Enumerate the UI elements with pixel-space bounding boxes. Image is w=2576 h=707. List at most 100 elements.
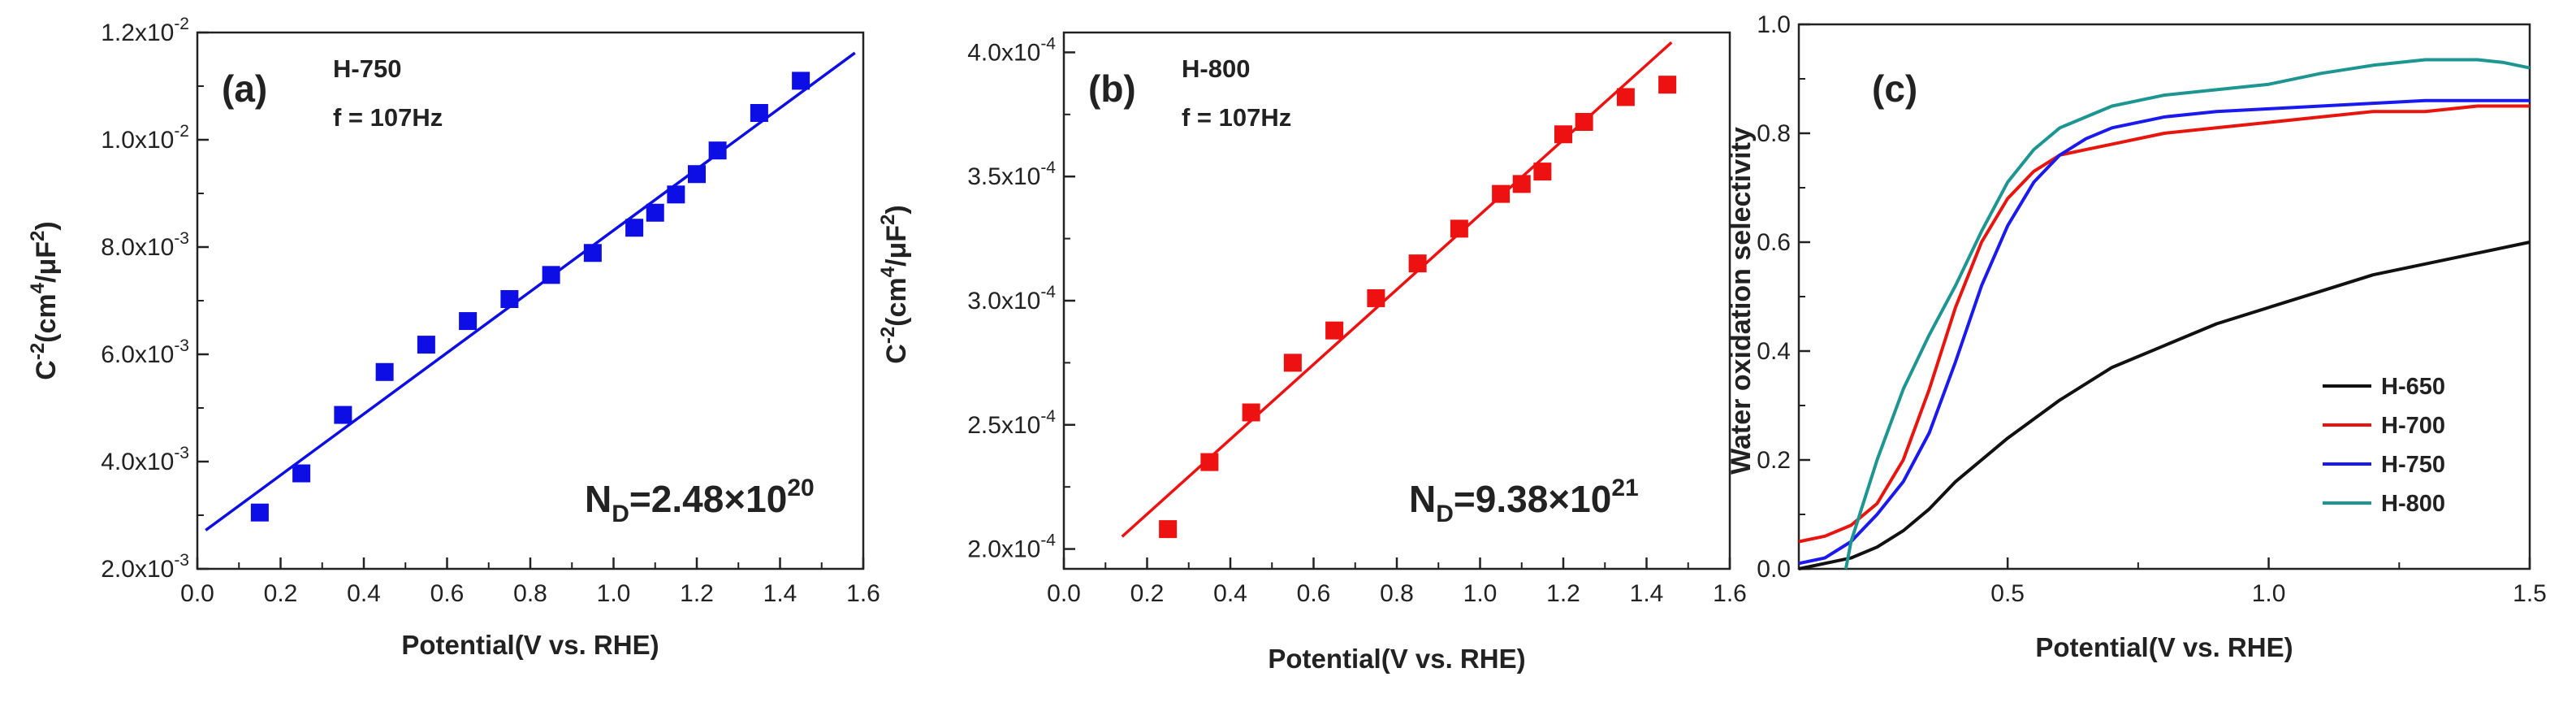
- y-axis-label: C-2(cm4/μF2): [877, 205, 912, 363]
- x-tick-label-text: 1.0: [2252, 580, 2286, 607]
- x-tick-label-text: 1.0: [597, 580, 631, 607]
- x-tick-label: 0.2: [264, 580, 298, 607]
- data-point: [667, 185, 685, 204]
- legend-entry: H-700: [2381, 413, 2445, 439]
- data-point: [1533, 163, 1552, 181]
- data-point: [417, 336, 435, 354]
- data-point: [708, 141, 727, 160]
- x-tick-label: 1.6: [846, 580, 880, 607]
- y-tick-label-text: 0.0: [1757, 556, 1791, 583]
- panel-label: (a): [222, 67, 267, 110]
- y-axis-label-text: Water oxidation selectivity: [1726, 127, 1757, 475]
- data-point: [542, 266, 560, 284]
- data-point: [1200, 453, 1219, 471]
- y-tick-label-text: 0.6: [1757, 229, 1791, 256]
- x-tick-label: 0.2: [1130, 580, 1165, 607]
- y-tick-exponent: -3: [174, 229, 189, 248]
- sample-label-text: H-800: [1182, 54, 1250, 83]
- data-point: [334, 406, 352, 424]
- x-tick-label: 0.4: [347, 580, 381, 607]
- y-tick-label: 4.0x10-3: [101, 444, 189, 475]
- y-tick-label: 3.5x10-4: [967, 158, 1056, 190]
- y-tick-label: 3.0x10-4: [967, 283, 1056, 314]
- y-tick-label: 2.0x10-4: [967, 531, 1056, 563]
- panel-b: 0.0 0.2 0.4 0.6 0.8 1.0 1.2 1.4 1.62.0x10-42.5x1…: [877, 31, 1747, 674]
- legend-entry-text: H-800: [2381, 491, 2445, 517]
- panel-label-text: (c): [1872, 67, 1917, 110]
- legend-entry: H-800: [2381, 491, 2445, 517]
- y-tick-label: 0.2: [1757, 447, 1791, 474]
- y-label-base: C: [881, 344, 912, 364]
- x-tick-label-text: 0.4: [347, 580, 381, 607]
- y-label-unit-exp1: 4: [877, 266, 899, 277]
- y-label-unit-close: ): [31, 221, 62, 230]
- y-label-unit-exp2: 2: [27, 231, 49, 241]
- x-axis-label: Potential(V vs. RHE): [1268, 644, 1525, 674]
- y-label-unit-open: (cm: [31, 293, 62, 342]
- x-axis-label-text: Potential(V vs. RHE): [2035, 632, 2293, 662]
- y-tick-label-text: 0.4: [1757, 338, 1791, 365]
- sample-label: H-750: [333, 54, 401, 83]
- x-tick-label-text: 0.4: [1213, 580, 1247, 607]
- y-label-base: C: [31, 360, 62, 380]
- y-tick-exponent: -3: [174, 551, 189, 570]
- y-tick-label-text: 1.0: [1757, 11, 1791, 38]
- data-point: [583, 244, 602, 262]
- y-label-unit-exp2: 2: [877, 215, 899, 225]
- y-tick-label: 1.0x10-2: [101, 122, 189, 154]
- x-tick-label-text: 1.4: [1630, 580, 1664, 607]
- nd-subscript: D: [1436, 501, 1454, 527]
- x-tick-label: 1.0: [1463, 580, 1498, 607]
- data-point: [688, 165, 706, 184]
- x-tick-label-text: 1.2: [680, 580, 714, 607]
- x-tick-label-text: 0.6: [430, 580, 465, 607]
- x-tick-label-text: 1.0: [1463, 580, 1498, 607]
- legend-entry-text: H-750: [2381, 452, 2445, 478]
- y-tick-label: 0.0: [1757, 556, 1791, 583]
- y-tick-mantissa: 2.0x10: [101, 556, 174, 583]
- y-label-unit-exp1: 4: [27, 282, 49, 293]
- x-tick-label: 0.8: [1380, 580, 1414, 607]
- panel-label: (c): [1872, 67, 1917, 110]
- x-tick-label-text: 1.6: [846, 580, 880, 607]
- legend-entry: H-650: [2381, 374, 2445, 400]
- legend-entry-text: H-700: [2381, 413, 2445, 439]
- data-point: [1512, 175, 1531, 193]
- y-tick-label: 0.6: [1757, 229, 1791, 256]
- y-tick-label: 1.0: [1757, 11, 1791, 38]
- data-point: [1367, 288, 1385, 307]
- y-axis-label: C-2(cm4/μF2): [27, 221, 62, 380]
- x-tick-label: 1.5: [2513, 580, 2547, 607]
- data-point: [1408, 254, 1427, 273]
- frequency-label-text: f = 107Hz: [333, 103, 443, 132]
- y-tick-exponent: -4: [1040, 34, 1056, 53]
- x-tick-label: 1.2: [1546, 580, 1580, 607]
- nd-exponent: 20: [787, 475, 814, 501]
- y-tick-label: 6.0x10-3: [101, 336, 189, 368]
- data-point: [1159, 520, 1178, 539]
- panel-label-text: (a): [222, 67, 267, 110]
- x-tick-label-text: 1.6: [1713, 580, 1747, 607]
- y-tick-label-text: 0.8: [1757, 120, 1791, 147]
- x-tick-label: 1.2: [680, 580, 714, 607]
- y-tick-mantissa: 1.0x10: [101, 127, 174, 154]
- sample-label: H-800: [1182, 54, 1250, 83]
- y-label-unit-mid: /μF: [881, 225, 912, 267]
- x-tick-label: 0.0: [180, 580, 214, 607]
- y-tick-label: 8.0x10-3: [101, 229, 189, 261]
- x-tick-label: 0.0: [1047, 580, 1081, 607]
- x-tick-label-text: 1.5: [2513, 580, 2547, 607]
- nd-exponent: 21: [1611, 475, 1638, 501]
- legend-entry-text: H-650: [2381, 374, 2445, 400]
- panel-label: (b): [1088, 67, 1136, 110]
- frequency-label-text: f = 107Hz: [1182, 103, 1291, 132]
- nd-value: =2.48×10: [629, 478, 787, 520]
- donor-density-label: ND=9.38×1021: [1409, 475, 1639, 527]
- y-tick-exponent: -3: [174, 444, 189, 462]
- y-tick-exponent: -3: [174, 336, 189, 355]
- x-tick-label: 1.0: [597, 580, 631, 607]
- data-point: [1554, 125, 1572, 144]
- data-point: [1575, 113, 1593, 131]
- nd-subscript: D: [612, 501, 629, 527]
